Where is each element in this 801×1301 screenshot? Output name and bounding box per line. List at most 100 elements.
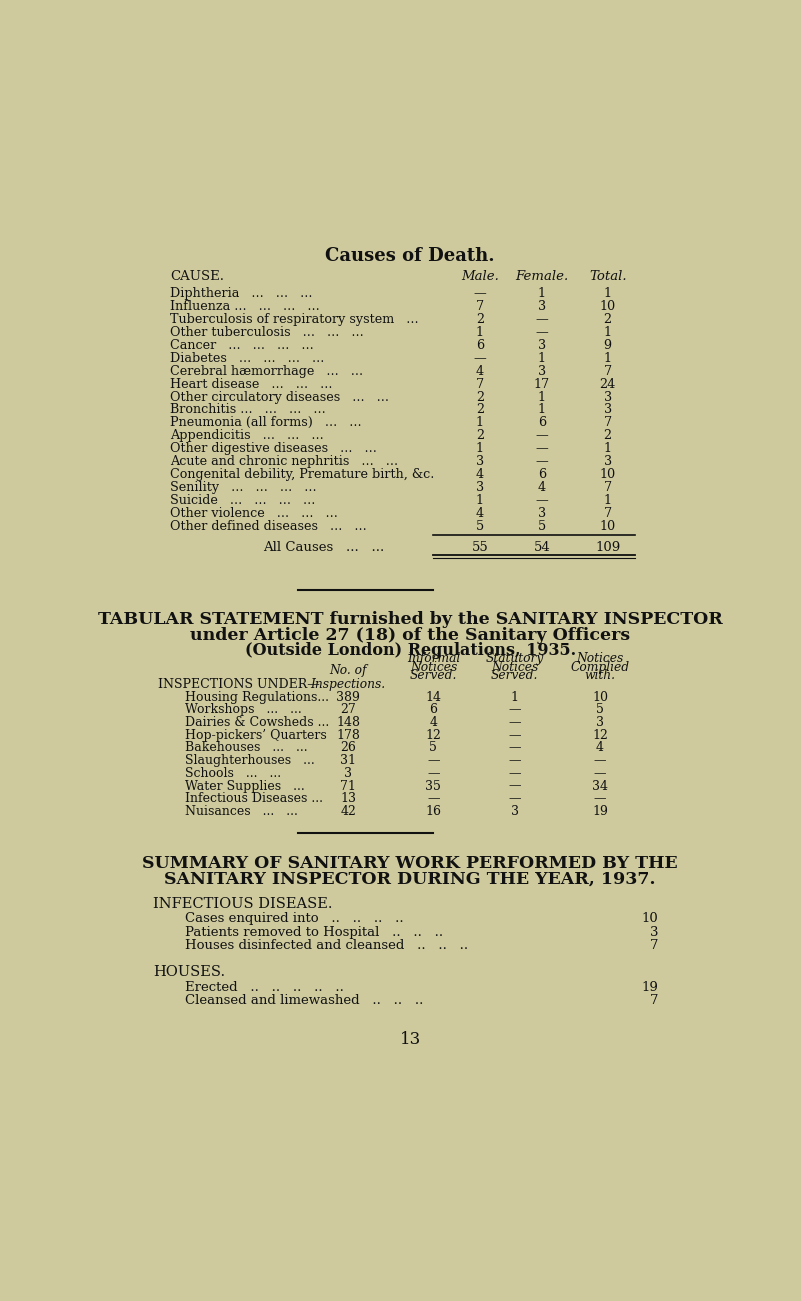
Text: Congenital debility, Premature birth, &c.: Congenital debility, Premature birth, &c…: [170, 468, 434, 481]
Text: Housing Regulations...: Housing Regulations...: [185, 691, 329, 704]
Text: SANITARY INSPECTOR DURING THE YEAR, 1937.: SANITARY INSPECTOR DURING THE YEAR, 1937…: [164, 870, 656, 887]
Text: 1: 1: [604, 442, 612, 455]
Text: 12: 12: [592, 729, 608, 742]
Text: INSPECTIONS UNDER—: INSPECTIONS UNDER—: [159, 678, 320, 691]
Text: 54: 54: [533, 540, 550, 553]
Text: 3: 3: [537, 507, 546, 520]
Text: Tuberculosis of respiratory system   ...: Tuberculosis of respiratory system ...: [170, 314, 418, 325]
Text: 3: 3: [537, 338, 546, 351]
Text: Other tuberculosis   ...   ...   ...: Other tuberculosis ... ... ...: [170, 325, 364, 338]
Text: 19: 19: [592, 805, 608, 818]
Text: 9: 9: [604, 338, 612, 351]
Text: 12: 12: [425, 729, 441, 742]
Text: 1: 1: [511, 691, 519, 704]
Text: 42: 42: [340, 805, 356, 818]
Text: 19: 19: [642, 981, 658, 994]
Text: Hop-pickers’ Quarters: Hop-pickers’ Quarters: [185, 729, 327, 742]
Text: with.: with.: [585, 669, 615, 682]
Text: Cases enquired into   ..   ..   ..   ..: Cases enquired into .. .. .. ..: [185, 912, 404, 925]
Text: 1: 1: [476, 442, 484, 455]
Text: —: —: [536, 314, 548, 325]
Text: 10: 10: [642, 912, 658, 925]
Text: 2: 2: [476, 403, 484, 416]
Text: 389: 389: [336, 691, 360, 704]
Text: 13: 13: [340, 792, 356, 805]
Text: 7: 7: [604, 507, 612, 520]
Text: Houses disinfected and cleansed   ..   ..   ..: Houses disinfected and cleansed .. .. ..: [185, 939, 469, 952]
Text: 1: 1: [604, 325, 612, 338]
Text: 16: 16: [425, 805, 441, 818]
Text: 1: 1: [538, 351, 545, 364]
Text: 14: 14: [425, 691, 441, 704]
Text: 109: 109: [595, 540, 621, 553]
Text: 6: 6: [429, 704, 437, 717]
Text: —: —: [509, 755, 521, 768]
Text: Nuisances   ...   ...: Nuisances ... ...: [185, 805, 298, 818]
Text: 10: 10: [600, 520, 616, 533]
Text: HOUSES.: HOUSES.: [153, 965, 225, 980]
Text: —: —: [509, 729, 521, 742]
Text: Total.: Total.: [589, 271, 626, 284]
Text: 4: 4: [476, 507, 484, 520]
Text: 5: 5: [429, 742, 437, 755]
Text: Senility   ...   ...   ...   ...: Senility ... ... ... ...: [170, 481, 316, 494]
Text: Notices: Notices: [577, 652, 624, 665]
Text: Influenza ...   ...   ...   ...: Influenza ... ... ... ...: [170, 301, 320, 314]
Text: —: —: [536, 494, 548, 507]
Text: —: —: [509, 716, 521, 729]
Text: Cleansed and limewashed   ..   ..   ..: Cleansed and limewashed .. .. ..: [185, 994, 424, 1007]
Text: Served.: Served.: [491, 669, 538, 682]
Text: 3: 3: [604, 403, 612, 416]
Text: 3: 3: [604, 390, 612, 403]
Text: 2: 2: [604, 429, 612, 442]
Text: 4: 4: [537, 481, 546, 494]
Text: Complied: Complied: [570, 661, 630, 674]
Text: Other circulatory diseases   ...   ...: Other circulatory diseases ... ...: [170, 390, 388, 403]
Text: 5: 5: [596, 704, 604, 717]
Text: Suicide   ...   ...   ...   ...: Suicide ... ... ... ...: [170, 494, 316, 507]
Text: 6: 6: [476, 338, 484, 351]
Text: 7: 7: [476, 377, 484, 390]
Text: 1: 1: [538, 390, 545, 403]
Text: Heart disease   ...   ...   ...: Heart disease ... ... ...: [170, 377, 332, 390]
Text: 3: 3: [604, 455, 612, 468]
Text: 1: 1: [476, 494, 484, 507]
Text: 4: 4: [596, 742, 604, 755]
Text: 1: 1: [476, 325, 484, 338]
Text: 7: 7: [476, 301, 484, 314]
Text: Slaughterhouses   ...: Slaughterhouses ...: [185, 755, 315, 768]
Text: 3: 3: [537, 301, 546, 314]
Text: under Article 27 (18) of the Sanitary Officers: under Article 27 (18) of the Sanitary Of…: [190, 627, 630, 644]
Text: CAUSE.: CAUSE.: [170, 271, 223, 284]
Text: —: —: [473, 288, 486, 301]
Text: —: —: [536, 442, 548, 455]
Text: Pneumonia (all forms)   ...   ...: Pneumonia (all forms) ... ...: [170, 416, 361, 429]
Text: TABULAR STATEMENT furnished by the SANITARY INSPECTOR: TABULAR STATEMENT furnished by the SANIT…: [98, 611, 723, 628]
Text: —: —: [509, 766, 521, 779]
Text: 27: 27: [340, 704, 356, 717]
Text: Causes of Death.: Causes of Death.: [325, 247, 495, 265]
Text: Notices: Notices: [491, 661, 538, 674]
Text: SUMMARY OF SANITARY WORK PERFORMED BY THE: SUMMARY OF SANITARY WORK PERFORMED BY TH…: [143, 855, 678, 872]
Text: Bakehouses   ...   ...: Bakehouses ... ...: [185, 742, 308, 755]
Text: Diphtheria   ...   ...   ...: Diphtheria ... ... ...: [170, 288, 312, 301]
Text: 4: 4: [429, 716, 437, 729]
Text: Appendicitis   ...   ...   ...: Appendicitis ... ... ...: [170, 429, 324, 442]
Text: —: —: [536, 429, 548, 442]
Text: 7: 7: [604, 364, 612, 377]
Text: Notices: Notices: [410, 661, 457, 674]
Text: —: —: [427, 755, 440, 768]
Text: 24: 24: [600, 377, 616, 390]
Text: Other digestive diseases   ...   ...: Other digestive diseases ... ...: [170, 442, 376, 455]
Text: Cancer   ...   ...   ...   ...: Cancer ... ... ... ...: [170, 338, 314, 351]
Text: 1: 1: [538, 403, 545, 416]
Text: 5: 5: [537, 520, 546, 533]
Text: Informal: Informal: [407, 652, 460, 665]
Text: 2: 2: [476, 314, 484, 325]
Text: —: —: [427, 792, 440, 805]
Text: 10: 10: [600, 468, 616, 481]
Text: —: —: [594, 766, 606, 779]
Text: 17: 17: [533, 377, 550, 390]
Text: 1: 1: [604, 351, 612, 364]
Text: 7: 7: [604, 481, 612, 494]
